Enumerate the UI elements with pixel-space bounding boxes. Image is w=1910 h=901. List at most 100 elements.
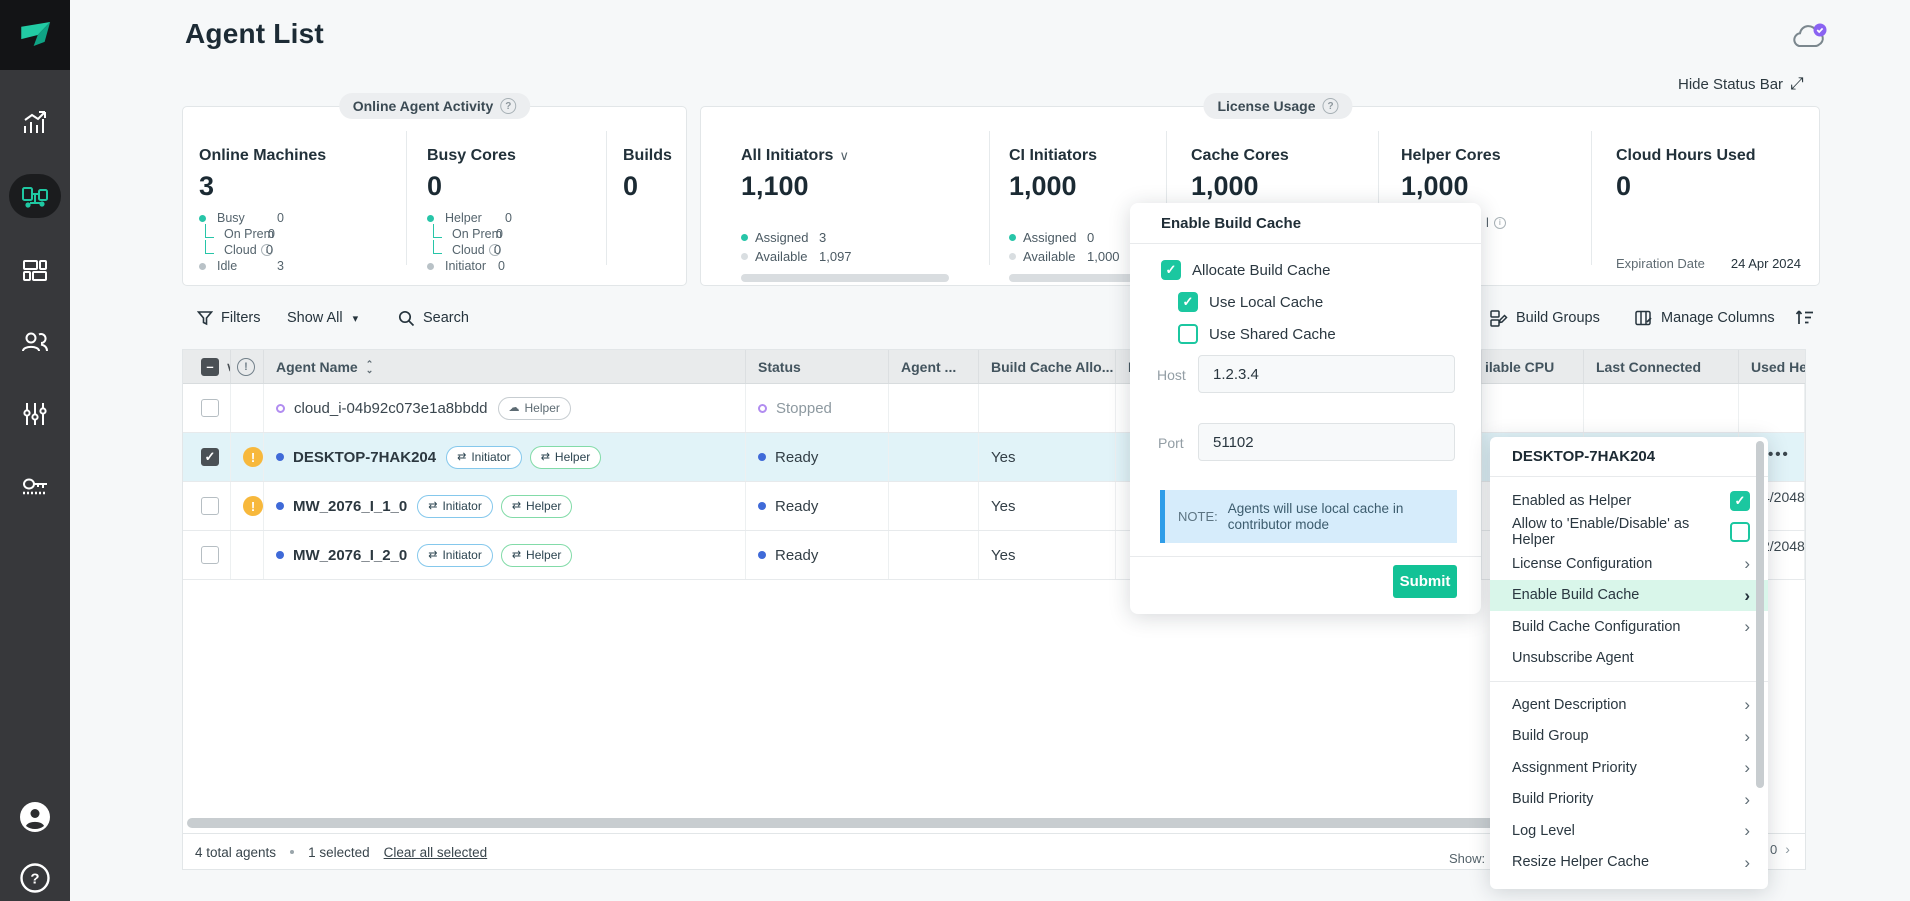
helper-pill: ☁Helper <box>498 397 571 420</box>
checkbox-checked-icon[interactable]: ✓ <box>1730 491 1750 511</box>
checkbox-checked-icon[interactable]: ✓ <box>1161 260 1181 280</box>
build-groups-button[interactable]: Build Groups <box>1489 306 1600 330</box>
used-helper-value-fragment: 4/2048 <box>1762 489 1806 505</box>
menu-item-resize-helper-cache[interactable]: Resize Helper Cache› <box>1490 847 1768 879</box>
license-usage-bar <box>1009 274 1149 282</box>
select-all-checkbox[interactable]: – <box>201 358 219 376</box>
checkbox-unchecked-icon[interactable] <box>1730 522 1750 542</box>
select-all-header[interactable]: – ∨ <box>183 350 231 383</box>
initiator-pill: ⇄Initiator <box>417 544 493 567</box>
menu-item-allow-enable-disable[interactable]: Allow to 'Enable/Disable' as Helper <box>1490 517 1768 549</box>
cloud-status-icon[interactable] <box>1789 22 1829 54</box>
build-cache-header[interactable]: Build Cache Allo... <box>979 350 1116 383</box>
menu-scrollbar[interactable] <box>1756 441 1764 788</box>
row-checkbox[interactable] <box>201 497 219 515</box>
chevron-right-icon: › <box>1744 759 1750 776</box>
allocate-build-cache-option[interactable]: ✓ Allocate Build Cache <box>1161 260 1330 280</box>
online-machines-value: 3 <box>199 171 406 202</box>
used-helper-header[interactable]: Used He <box>1739 350 1805 383</box>
agent-name: MW_2076_I_1_0 <box>293 498 407 515</box>
sort-order-button[interactable] <box>1795 306 1815 330</box>
row-checkbox[interactable] <box>201 399 219 417</box>
alerts-column-header[interactable]: ! <box>231 350 264 383</box>
menu-item-log-level[interactable]: Log Level› <box>1490 815 1768 847</box>
sidebar-item-help[interactable]: ? <box>0 854 70 901</box>
all-initiators-title[interactable]: All Initiators∨ <box>741 147 981 165</box>
available-cpu-header[interactable]: ilable CPU <box>1482 350 1584 383</box>
sidebar-item-account[interactable] <box>0 793 70 841</box>
table-header-row: – ∨ ! Agent Name ⌃⌄ Status Agent ... Bui… <box>183 350 1805 384</box>
page-title: Agent List <box>185 18 324 50</box>
divider <box>1490 681 1768 682</box>
selected-count-label: 1 selected <box>308 845 370 860</box>
menu-item-enabled-as-helper[interactable]: Enabled as Helper ✓ <box>1490 485 1768 517</box>
sidebar-item-settings[interactable] <box>0 390 70 438</box>
menu-item-build-cache-configuration[interactable]: Build Cache Configuration› <box>1490 611 1768 643</box>
submit-button[interactable]: Submit <box>1393 565 1457 598</box>
sidebar-item-users[interactable] <box>0 318 70 366</box>
search-button[interactable]: Search <box>398 306 469 330</box>
sidebar-item-analytics[interactable] <box>0 99 70 147</box>
all-initiators-value: 1,100 <box>741 171 981 202</box>
agent-name: DESKTOP-7HAK204 <box>293 449 436 466</box>
status-header[interactable]: Status <box>746 350 889 383</box>
checkbox-unchecked-icon[interactable] <box>1178 324 1198 344</box>
sidebar-item-license[interactable] <box>0 462 70 510</box>
port-input[interactable] <box>1198 423 1455 461</box>
filters-button[interactable]: Filters <box>197 306 260 330</box>
builds-value: 0 <box>623 171 683 202</box>
swap-icon: ⇄ <box>512 501 521 512</box>
agent-bullet <box>276 502 284 510</box>
warning-icon[interactable]: ! <box>243 496 263 516</box>
online-agent-activity-card: Online Agent Activity ? Online Machines … <box>182 106 687 286</box>
menu-item-assignment-priority[interactable]: Assignment Priority› <box>1490 752 1768 784</box>
menu-item-license-configuration[interactable]: License Configuration› <box>1490 548 1768 580</box>
use-shared-cache-option[interactable]: Use Shared Cache <box>1178 324 1336 344</box>
filter-icon <box>197 310 213 326</box>
clear-all-selected-link[interactable]: Clear all selected <box>384 845 488 860</box>
cloud-hours-title: Cloud Hours Used <box>1616 147 1806 165</box>
table-row[interactable]: cloud_i-04b92c073e1a8bbdd ☁Helper Stoppe… <box>183 384 1805 433</box>
status-dot <box>758 453 766 461</box>
status-text: Ready <box>775 547 818 564</box>
note-text: Agents will use local cache in contribut… <box>1228 501 1443 533</box>
menu-item-build-group[interactable]: Build Group› <box>1490 721 1768 753</box>
chevron-right-icon: › <box>1744 822 1750 839</box>
pagination-fragment[interactable]: 0 › <box>1770 841 1790 857</box>
warning-icon[interactable]: ! <box>243 447 263 467</box>
separator-dot <box>290 850 294 854</box>
sidebar-item-dashboard[interactable] <box>0 246 70 294</box>
next-page-icon[interactable]: › <box>1785 841 1790 857</box>
busy-cores-title: Busy Cores <box>427 147 606 165</box>
menu-item-unsubscribe-agent[interactable]: Unsubscribe Agent <box>1490 643 1768 675</box>
host-input[interactable] <box>1198 355 1455 393</box>
manage-columns-button[interactable]: Manage Columns <box>1634 306 1775 330</box>
checkbox-checked-icon[interactable]: ✓ <box>1178 292 1198 312</box>
sort-icon[interactable]: ⌃⌄ <box>366 361 374 373</box>
agent-name: cloud_i-04b92c073e1a8bbdd <box>294 400 488 417</box>
menu-item-build-priority[interactable]: Build Priority› <box>1490 784 1768 816</box>
menu-item-enable-build-cache[interactable]: Enable Build Cache› <box>1490 580 1768 612</box>
online-machines-title: Online Machines <box>199 147 406 165</box>
info-icon[interactable]: i <box>1494 217 1506 229</box>
hide-status-bar-button[interactable]: Hide Status Bar ⤢ <box>1678 74 1804 94</box>
port-label: Port <box>1158 435 1184 451</box>
chevron-right-icon: › <box>1744 555 1750 572</box>
host-label: Host <box>1157 367 1186 383</box>
row-more-actions-button[interactable]: ••• <box>1768 446 1790 463</box>
agent-bullet <box>276 551 284 559</box>
agent-col-header[interactable]: Agent ... <box>889 350 979 383</box>
agent-name-header[interactable]: Agent Name ⌃⌄ <box>264 350 746 383</box>
status-dot <box>758 551 766 559</box>
last-connected-header[interactable]: Last Connected <box>1584 350 1739 383</box>
menu-item-agent-description[interactable]: Agent Description› <box>1490 689 1768 721</box>
row-checkbox-checked[interactable]: ✓ <box>201 448 219 466</box>
helper-dot <box>427 215 434 222</box>
use-local-cache-option[interactable]: ✓ Use Local Cache <box>1178 292 1323 312</box>
horizontal-scrollbar[interactable] <box>187 818 1579 828</box>
app-logo-icon[interactable] <box>0 0 70 70</box>
show-all-dropdown[interactable]: Show All▾ <box>287 306 358 330</box>
search-icon <box>398 310 415 327</box>
row-checkbox[interactable] <box>201 546 219 564</box>
sidebar-item-agents[interactable] <box>0 172 70 220</box>
